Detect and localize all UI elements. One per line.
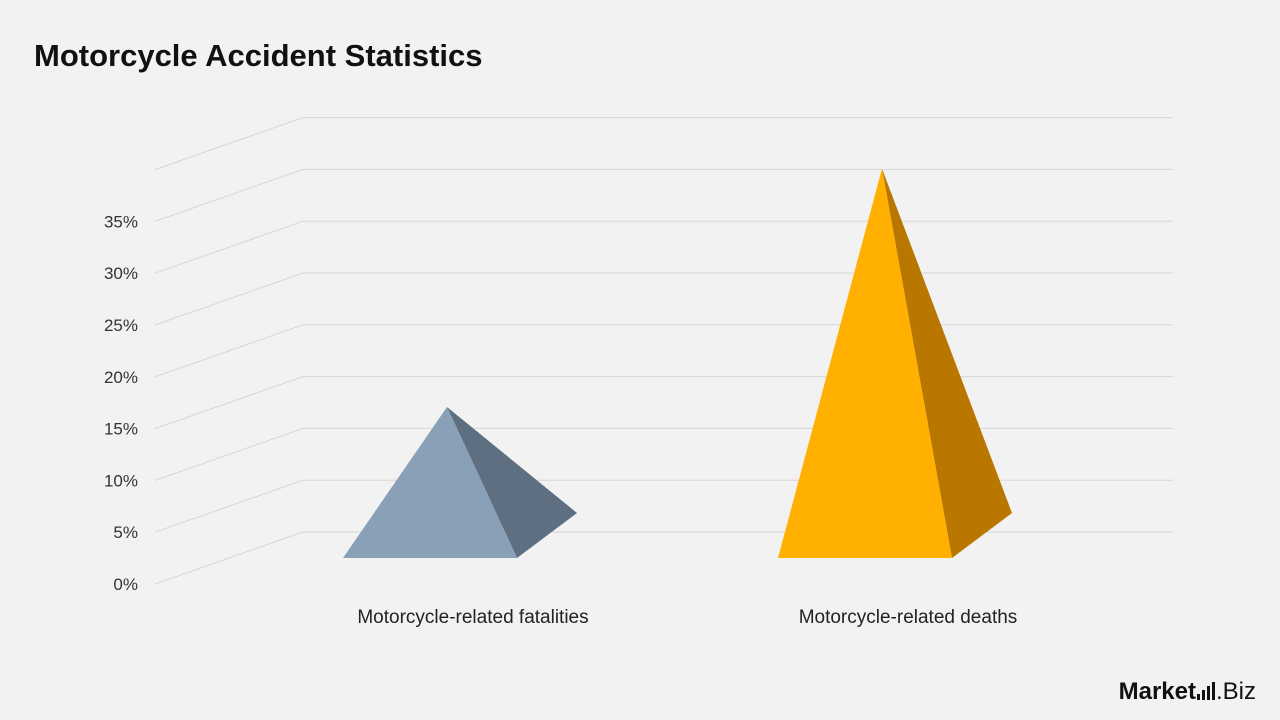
y-tick-label: 5% — [113, 523, 138, 542]
category-label: Motorcycle-related fatalities — [357, 607, 588, 628]
bar-chart-icon — [1196, 682, 1215, 700]
grid-layer — [154, 117, 1173, 585]
y-tick-label: 0% — [113, 575, 138, 594]
pyramid-front-1 — [343, 406, 517, 558]
y-tick-label: 30% — [104, 264, 138, 283]
y-tick-label: 35% — [104, 212, 138, 231]
gridline-side — [154, 376, 304, 430]
gridline-side — [154, 220, 304, 274]
chart-title: Motorcycle Accident Statistics — [34, 38, 483, 73]
gridline-side — [154, 479, 304, 533]
gridline-side — [154, 168, 304, 222]
brand-logo: Market .Biz — [1119, 678, 1256, 706]
gridline-side — [154, 272, 304, 326]
x-axis-categories: Motorcycle-related fatalities Motorcycle-… — [357, 607, 1017, 628]
y-tick-label: 25% — [104, 316, 138, 335]
brand-suffix: .Biz — [1215, 678, 1256, 705]
category-label: Motorcycle-related deaths — [799, 607, 1018, 628]
y-axis-ticks: 0% 5% 10% 15% 20% 25% 30% 35% — [104, 212, 138, 594]
gridline-side — [154, 427, 304, 481]
pyramid-side-2 — [882, 168, 1012, 558]
pyramid-side-1 — [447, 406, 577, 558]
gridline-side — [154, 117, 304, 171]
y-tick-label: 15% — [104, 420, 138, 439]
y-tick-label: 10% — [104, 471, 138, 490]
brand-name: Market — [1118, 678, 1196, 705]
pyramid-front-2 — [778, 168, 952, 558]
y-tick-label: 20% — [104, 368, 138, 387]
pyramid-layer — [343, 168, 1012, 558]
gridline-side — [154, 324, 304, 378]
gridline-side — [154, 531, 304, 585]
